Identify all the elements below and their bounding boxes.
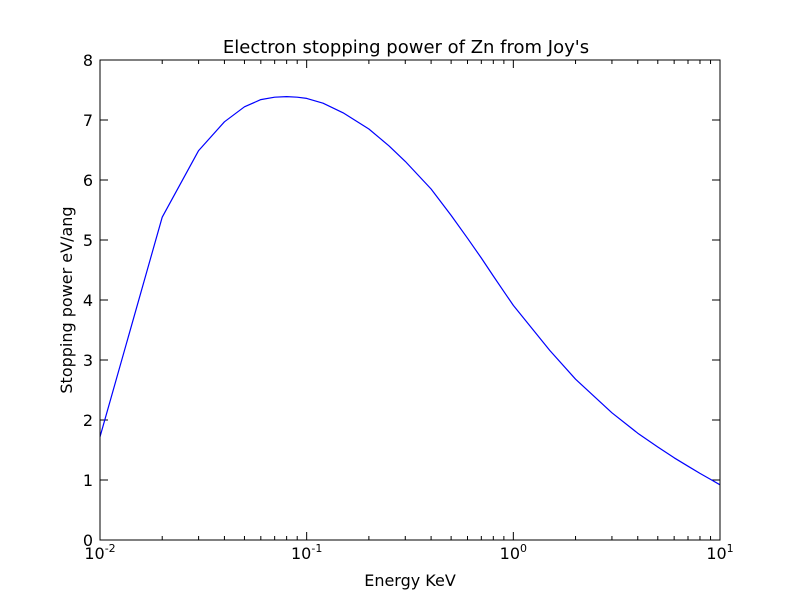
x-tick-label: 101	[706, 542, 733, 563]
x-axis-label: Energy KeV	[364, 571, 456, 590]
y-tick-label: 6	[83, 171, 93, 190]
y-axis-label: Stopping power eV/ang	[57, 206, 76, 393]
plot-frame	[99, 59, 721, 541]
chart-title: Electron stopping power of Zn from Joy's	[223, 37, 589, 58]
x-tick-label: 10-2	[84, 542, 115, 563]
y-tick-label: 7	[83, 111, 93, 130]
y-tick-label: 5	[83, 231, 93, 250]
series-group	[99, 95, 721, 486]
y-tick-label: 1	[83, 471, 93, 490]
y-tick-label: 8	[83, 51, 93, 70]
x-minor-ticks	[161, 60, 712, 540]
series-line	[99, 95, 721, 486]
y-tick-label: 4	[83, 291, 93, 310]
y-tick-label: 3	[83, 351, 93, 370]
x-tick-label: 10-1	[291, 542, 322, 563]
x-tick-label: 100	[500, 542, 527, 563]
y-tick-label: 0	[83, 531, 93, 550]
y-tick-label: 2	[83, 411, 93, 430]
major-ticks	[99, 59, 721, 541]
